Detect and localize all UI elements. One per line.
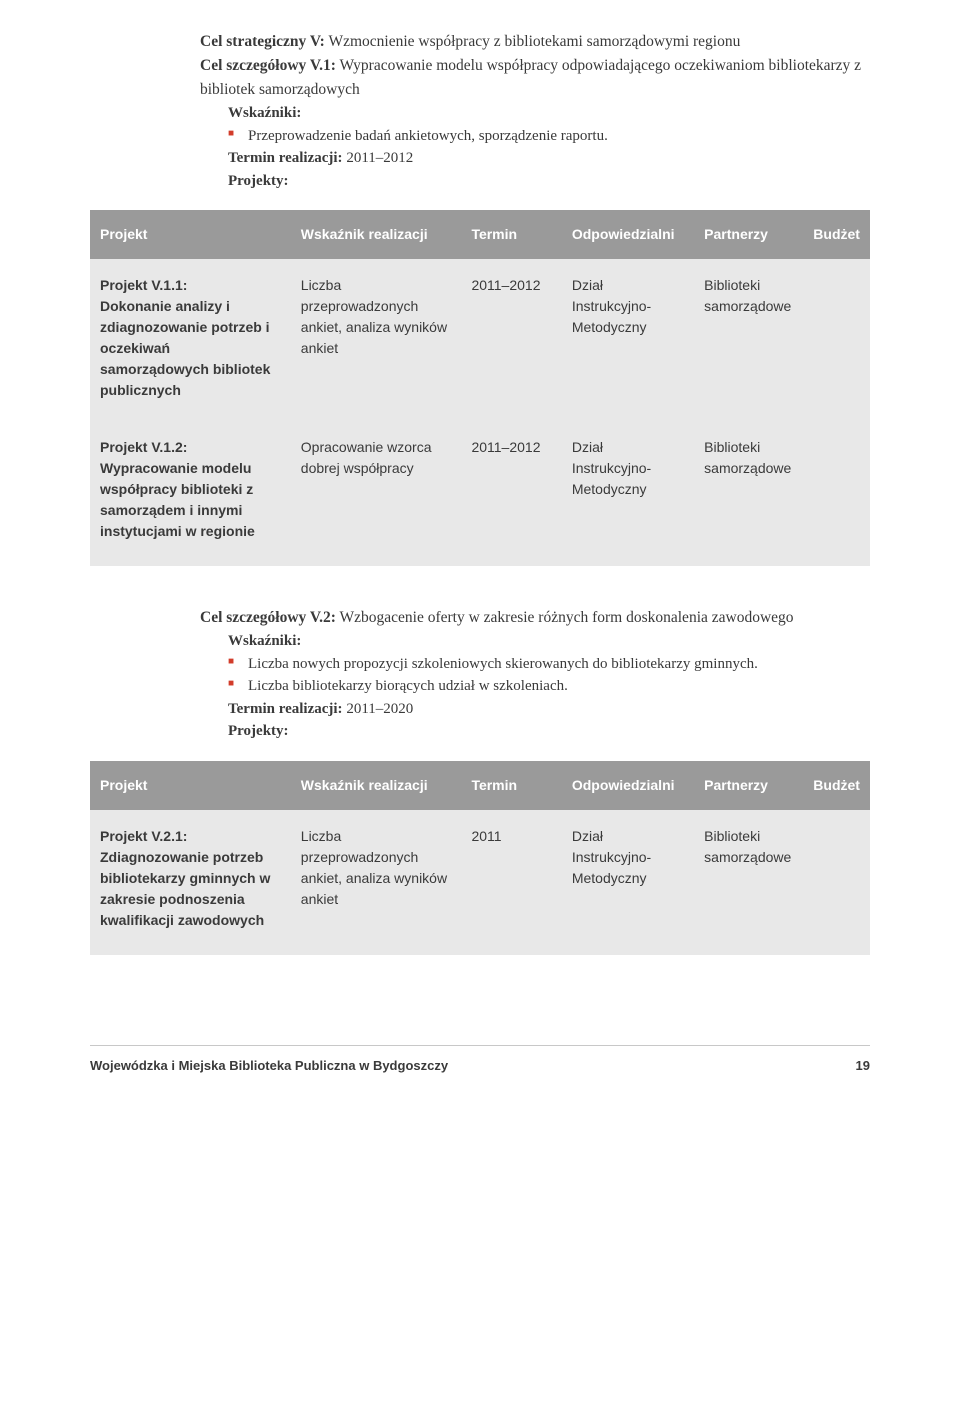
page-footer: Wojewódzka i Miejska Biblioteka Publiczn…	[90, 1045, 870, 1076]
list-item: Przeprowadzenie badań ankietowych, sporz…	[228, 125, 870, 148]
bullet-list-1: Przeprowadzenie badań ankietowych, sporz…	[228, 125, 870, 148]
project-desc: Zdiagnozowanie potrzeb bibliotekarzy gmi…	[100, 847, 281, 931]
col-budget: Budżet	[803, 761, 870, 810]
cell-term: 2011	[461, 810, 561, 955]
cell-responsible: Dział Instrukcyjno-Metodyczny	[562, 810, 694, 955]
footer-title: Wojewódzka i Miejska Biblioteka Publiczn…	[90, 1056, 448, 1076]
cell-budget	[803, 425, 870, 566]
strategic-heading: Cel strategiczny V: Wzmocnienie współpra…	[200, 30, 870, 54]
cell-responsible: Dział Instrukcyjno-Metodyczny	[562, 259, 694, 425]
project-desc: Dokonanie analizy i zdiagnozowanie potrz…	[100, 296, 281, 401]
cell-indicator: Liczba przeprowadzonych ankiet, analiza …	[291, 259, 462, 425]
cell-indicator: Opracowanie wzorca dobrej współpracy	[291, 425, 462, 566]
deadline-2: Termin realizacji: 2011–2020	[228, 698, 870, 721]
deadline-label-2: Termin realizacji:	[228, 701, 343, 717]
table-header-row: Projekt Wskaźnik realizacji Termin Odpow…	[90, 761, 870, 810]
cell-partners: Biblioteki samorządowe	[694, 259, 803, 425]
project-name: Projekt V.2.1:	[100, 826, 281, 847]
cell-budget	[803, 259, 870, 425]
project-name: Projekt V.1.1:	[100, 275, 281, 296]
deadline-value-1: 2011–2012	[343, 150, 414, 166]
col-indicator: Wskaźnik realizacji	[291, 210, 462, 259]
indicators-label-1: Wskaźniki:	[228, 102, 870, 125]
list-item: Liczba bibliotekarzy biorących udział w …	[228, 675, 870, 698]
cell-term: 2011–2012	[461, 425, 561, 566]
col-term: Termin	[461, 210, 561, 259]
bullet-list-2: Liczba nowych propozycji szkoleniowych s…	[228, 653, 870, 698]
list-item: Liczba nowych propozycji szkoleniowych s…	[228, 653, 870, 676]
detailed-heading-2-strong: Cel szczegółowy V.2:	[200, 609, 336, 626]
col-partners: Partnerzy	[694, 210, 803, 259]
section-2: Cel szczegółowy V.2: Wzbogacenie oferty …	[200, 606, 870, 743]
table-header-row: Projekt Wskaźnik realizacji Termin Odpow…	[90, 210, 870, 259]
table-row: Projekt V.1.2: Wypracowanie modelu współ…	[90, 425, 870, 566]
detailed-heading-1-strong: Cel szczegółowy V.1:	[200, 57, 336, 74]
cell-term: 2011–2012	[461, 259, 561, 425]
projects-table-1: Projekt Wskaźnik realizacji Termin Odpow…	[90, 210, 870, 566]
projects-label-2: Projekty:	[228, 720, 870, 743]
projects-label-1: Projekty:	[228, 170, 870, 193]
projects-table-2: Projekt Wskaźnik realizacji Termin Odpow…	[90, 761, 870, 955]
detailed-heading-2: Cel szczegółowy V.2: Wzbogacenie oferty …	[200, 606, 870, 630]
detailed-heading-1: Cel szczegółowy V.1: Wypracowanie modelu…	[200, 54, 870, 102]
cell-partners: Biblioteki samorządowe	[694, 425, 803, 566]
footer-page-number: 19	[856, 1056, 870, 1076]
cell-budget	[803, 810, 870, 955]
deadline-value-2: 2011–2020	[343, 701, 414, 717]
strategic-heading-rest: Wzmocnienie współpracy z bibliotekami sa…	[325, 33, 741, 50]
col-budget: Budżet	[803, 210, 870, 259]
cell-responsible: Dział Instrukcyjno-Metodyczny	[562, 425, 694, 566]
table-row: Projekt V.1.1: Dokonanie analizy i zdiag…	[90, 259, 870, 425]
cell-indicator: Liczba przeprowadzonych ankiet, analiza …	[291, 810, 462, 955]
col-project: Projekt	[90, 761, 291, 810]
col-term: Termin	[461, 761, 561, 810]
col-project: Projekt	[90, 210, 291, 259]
strategic-heading-strong: Cel strategiczny V:	[200, 33, 325, 50]
col-indicator: Wskaźnik realizacji	[291, 761, 462, 810]
cell-partners: Biblioteki samorządowe	[694, 810, 803, 955]
deadline-label-1: Termin realizacji:	[228, 150, 343, 166]
project-desc: Wypracowanie modelu współpracy bibliotek…	[100, 458, 281, 542]
project-name: Projekt V.1.2:	[100, 437, 281, 458]
col-responsible: Odpowiedzialni	[562, 761, 694, 810]
section-1: Cel strategiczny V: Wzmocnienie współpra…	[200, 30, 870, 192]
col-responsible: Odpowiedzialni	[562, 210, 694, 259]
detailed-heading-2-rest: Wzbogacenie oferty w zakresie różnych fo…	[336, 609, 794, 626]
indicators-label-2: Wskaźniki:	[228, 630, 870, 653]
deadline-1: Termin realizacji: 2011–2012	[228, 147, 870, 170]
table-row: Projekt V.2.1: Zdiagnozowanie potrzeb bi…	[90, 810, 870, 955]
col-partners: Partnerzy	[694, 761, 803, 810]
